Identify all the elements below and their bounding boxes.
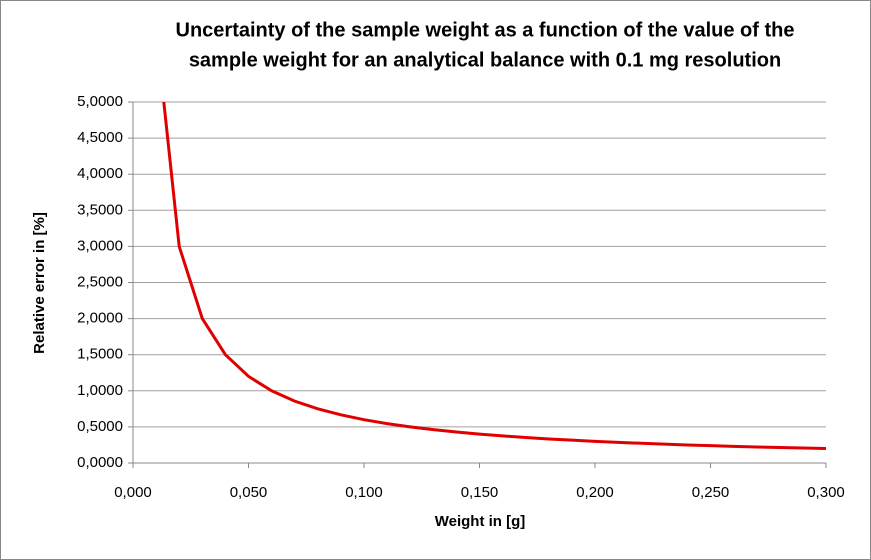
y-tick-label: 3,0000 xyxy=(77,237,123,254)
y-tick-label: 1,5000 xyxy=(77,346,123,363)
chart-title: sample weight for an analytical balance … xyxy=(189,49,781,71)
x-tick-label: 0,200 xyxy=(576,484,614,501)
x-tick-label: 0,050 xyxy=(230,484,268,501)
x-tick-label: 0,150 xyxy=(461,484,499,501)
y-tick-label: 2,0000 xyxy=(77,310,123,327)
x-axis-title: Weight in [g] xyxy=(435,513,526,530)
y-tick-label: 0,0000 xyxy=(77,454,123,471)
x-tick-label: 0,100 xyxy=(345,484,383,501)
y-tick-label: 4,5000 xyxy=(77,129,123,146)
x-tick-label: 0,300 xyxy=(807,484,845,501)
data-line xyxy=(162,102,826,451)
x-tick-label: 0,000 xyxy=(114,484,152,501)
y-tick-label: 0,5000 xyxy=(77,418,123,435)
y-tick-label: 5,0000 xyxy=(77,93,123,110)
y-axis-title: Relative error in [%] xyxy=(31,212,48,354)
y-tick-label: 2,5000 xyxy=(77,273,123,290)
chart-title: Uncertainty of the sample weight as a fu… xyxy=(176,19,795,41)
y-tick-label: 3,5000 xyxy=(77,201,123,218)
y-tick-label: 1,0000 xyxy=(77,382,123,399)
x-tick-label: 0,250 xyxy=(692,484,730,501)
y-tick-label: 4,0000 xyxy=(77,165,123,182)
